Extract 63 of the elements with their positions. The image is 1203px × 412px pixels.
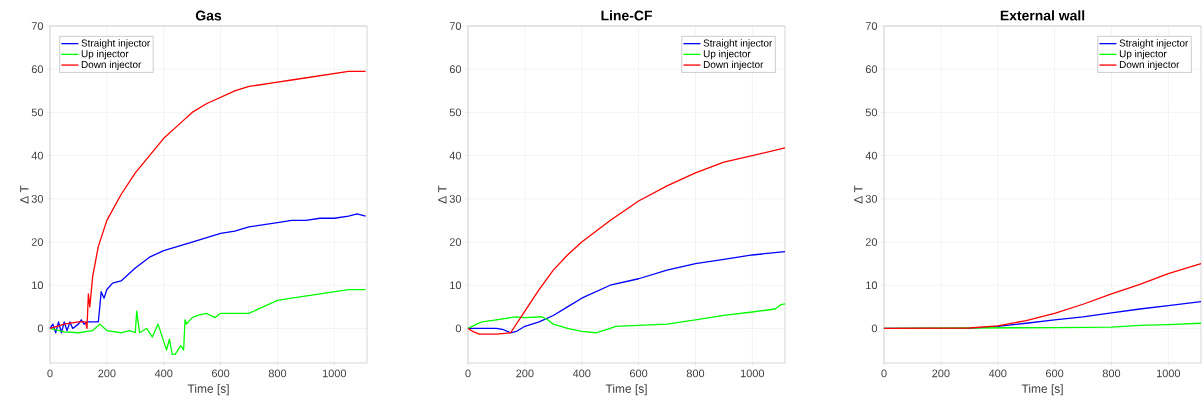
line-series <box>883 262 1202 330</box>
chart-title: External wall <box>1000 10 1085 21</box>
legend-label: Down injector <box>81 60 142 70</box>
y-tick-label: 40 <box>449 151 462 160</box>
y-tick-label: 0 <box>37 324 44 333</box>
legend-label: Straight injector <box>703 39 773 49</box>
x-tick-label: 1000 <box>740 369 765 378</box>
x-tick-label: 0 <box>465 369 471 378</box>
x-tick-label: 400 <box>154 369 173 378</box>
x-tick-label: 800 <box>686 369 705 378</box>
x-tick-label: 800 <box>1102 369 1121 378</box>
x-tick-label: 200 <box>932 369 950 378</box>
x-tick-label: 1000 <box>1156 369 1181 378</box>
legend-label: Down injector <box>1119 60 1180 70</box>
x-axis-title: Time [s] <box>1021 384 1063 396</box>
legend-label: Straight injector <box>81 39 151 49</box>
y-tick-label: 0 <box>455 324 462 333</box>
legend-label: Up injector <box>703 50 751 60</box>
legend-label: Up injector <box>1119 50 1167 60</box>
legend-label: Down injector <box>703 60 764 70</box>
y-tick-label: 20 <box>865 238 878 246</box>
line-series <box>467 147 786 335</box>
line-series <box>467 303 786 334</box>
x-tick-label: 200 <box>516 369 534 378</box>
y-tick-label: 70 <box>449 22 462 30</box>
y-tick-label: 40 <box>31 151 44 160</box>
y-axis-title: Δ T <box>438 185 447 204</box>
x-tick-label: 400 <box>572 369 591 378</box>
y-tick-label: 30 <box>31 194 44 203</box>
x-tick-label: 600 <box>212 369 230 378</box>
x-tick-label: 800 <box>268 369 287 378</box>
x-tick-label: 400 <box>988 369 1007 378</box>
x-tick-label: 1000 <box>322 369 347 378</box>
y-axis-title: Δ T <box>20 185 29 204</box>
y-tick-label: 70 <box>865 22 878 30</box>
y-tick-label: 50 <box>449 108 462 117</box>
y-tick-label: 60 <box>865 65 878 74</box>
y-tick-label: 40 <box>865 151 878 160</box>
y-tick-label: 10 <box>866 281 878 290</box>
y-tick-label: 60 <box>449 65 462 74</box>
y-tick-label: 30 <box>865 194 878 203</box>
y-tick-label: 0 <box>871 324 878 333</box>
y-tick-label: 50 <box>865 108 878 117</box>
y-tick-label: 60 <box>31 65 44 74</box>
y-tick-label: 10 <box>450 281 462 290</box>
y-tick-label: 50 <box>31 108 44 117</box>
y-tick-label: 20 <box>449 238 462 246</box>
x-axis-title: Time [s] <box>187 384 229 396</box>
y-tick-label: 70 <box>31 22 44 30</box>
x-tick-label: 0 <box>47 369 53 378</box>
chart-title: Gas <box>195 10 222 21</box>
x-tick-label: 600 <box>630 369 648 378</box>
x-axis-title: Time [s] <box>605 384 647 396</box>
x-tick-label: 600 <box>1046 369 1064 378</box>
x-tick-label: 200 <box>98 369 116 378</box>
legend-label: Up injector <box>81 50 129 60</box>
y-tick-label: 30 <box>449 194 462 203</box>
y-axis-title: Δ T <box>854 185 863 204</box>
y-tick-label: 10 <box>32 281 44 290</box>
legend-label: Straight injector <box>1119 39 1189 49</box>
x-tick-label: 0 <box>881 369 887 378</box>
y-tick-label: 20 <box>31 238 44 246</box>
chart-title: Line-CF <box>601 10 652 21</box>
